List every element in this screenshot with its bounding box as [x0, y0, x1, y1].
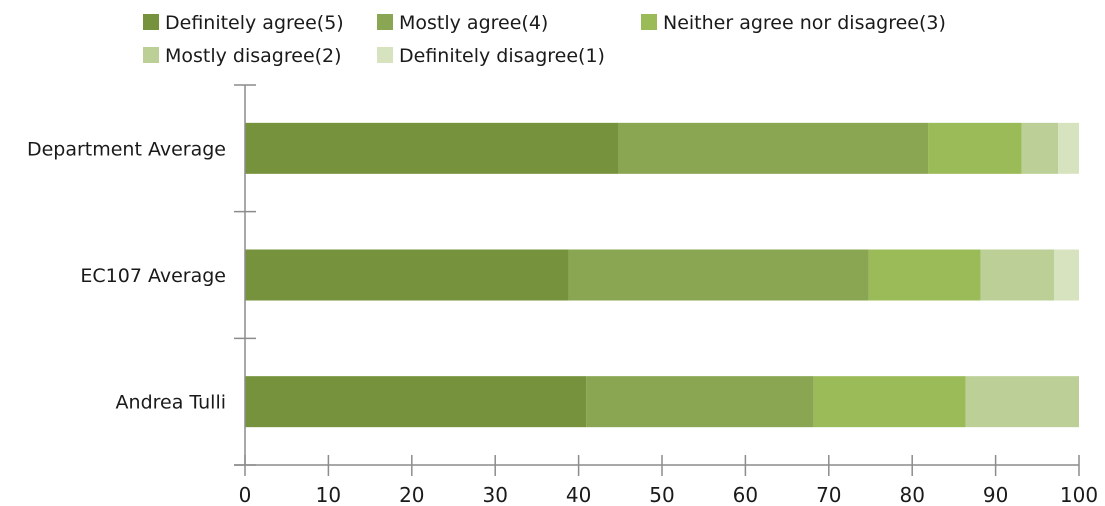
- bar-andrea-tulli-definitely-agree: [245, 376, 587, 428]
- bar-ec107-average-definitely-agree: [245, 249, 569, 301]
- x-tick-label: 20: [399, 483, 424, 506]
- bar-area: [245, 122, 1079, 428]
- legend-item-mostly-disagree: Mostly disagree(2): [143, 45, 342, 67]
- x-tick-label: 70: [816, 483, 841, 506]
- bar-ec107-average-neither-agree-nor-disagree: [868, 249, 981, 301]
- legend-item-definitely-agree: Definitely agree(5): [143, 12, 344, 34]
- x-tick-label: 100: [1060, 483, 1098, 506]
- x-tick-label: 30: [482, 483, 507, 506]
- legend-label: Mostly disagree(2): [165, 45, 342, 67]
- legend-swatch: [377, 47, 393, 63]
- bar-department-average-neither-agree-nor-disagree: [928, 122, 1022, 174]
- x-tick-label: 10: [316, 483, 341, 506]
- legend-item-neither-agree-nor-disagree: Neither agree nor disagree(3): [641, 12, 946, 34]
- x-tick-label: 0: [239, 483, 252, 506]
- bar-department-average-definitely-agree: [245, 122, 619, 174]
- bar-department-average-mostly-disagree: [1021, 122, 1059, 174]
- legend-label: Mostly agree(4): [399, 12, 548, 34]
- x-tick-label: 90: [983, 483, 1008, 506]
- legend-swatch: [143, 14, 159, 30]
- bar-andrea-tulli-mostly-disagree: [965, 376, 1079, 428]
- y-tick-label-department-average: Department Average: [27, 138, 226, 160]
- bar-andrea-tulli-neither-agree-nor-disagree: [813, 376, 966, 428]
- legend-swatch: [143, 47, 159, 63]
- legend-swatch: [641, 14, 657, 30]
- legend-label: Definitely agree(5): [165, 12, 344, 34]
- bar-department-average-definitely-disagree: [1058, 122, 1079, 174]
- legend-label: Definitely disagree(1): [399, 45, 605, 67]
- legend-item-definitely-disagree: Definitely disagree(1): [377, 45, 605, 67]
- axes: Department Average EC107 Average Andrea Tu…: [27, 84, 1098, 506]
- legend-label: Neither agree nor disagree(3): [663, 12, 946, 34]
- x-tick-label: 80: [899, 483, 924, 506]
- bar-ec107-average-mostly-agree: [568, 249, 869, 301]
- y-tick-label-andrea-tulli: Andrea Tulli: [116, 392, 226, 414]
- legend-item-mostly-agree: Mostly agree(4): [377, 12, 548, 34]
- y-tick-label-ec107-average: EC107 Average: [80, 265, 226, 287]
- x-tick-label: 60: [733, 483, 758, 506]
- legend: Definitely agree(5) Mostly agree(4) Neithe…: [143, 12, 946, 67]
- legend-swatch: [377, 14, 393, 30]
- bar-department-average-mostly-agree: [618, 122, 929, 174]
- bar-andrea-tulli-mostly-agree: [586, 376, 814, 428]
- x-tick-label: 50: [649, 483, 674, 506]
- bar-ec107-average-definitely-disagree: [1053, 249, 1079, 301]
- bar-ec107-average-mostly-disagree: [980, 249, 1054, 301]
- x-tick-label: 40: [566, 483, 591, 506]
